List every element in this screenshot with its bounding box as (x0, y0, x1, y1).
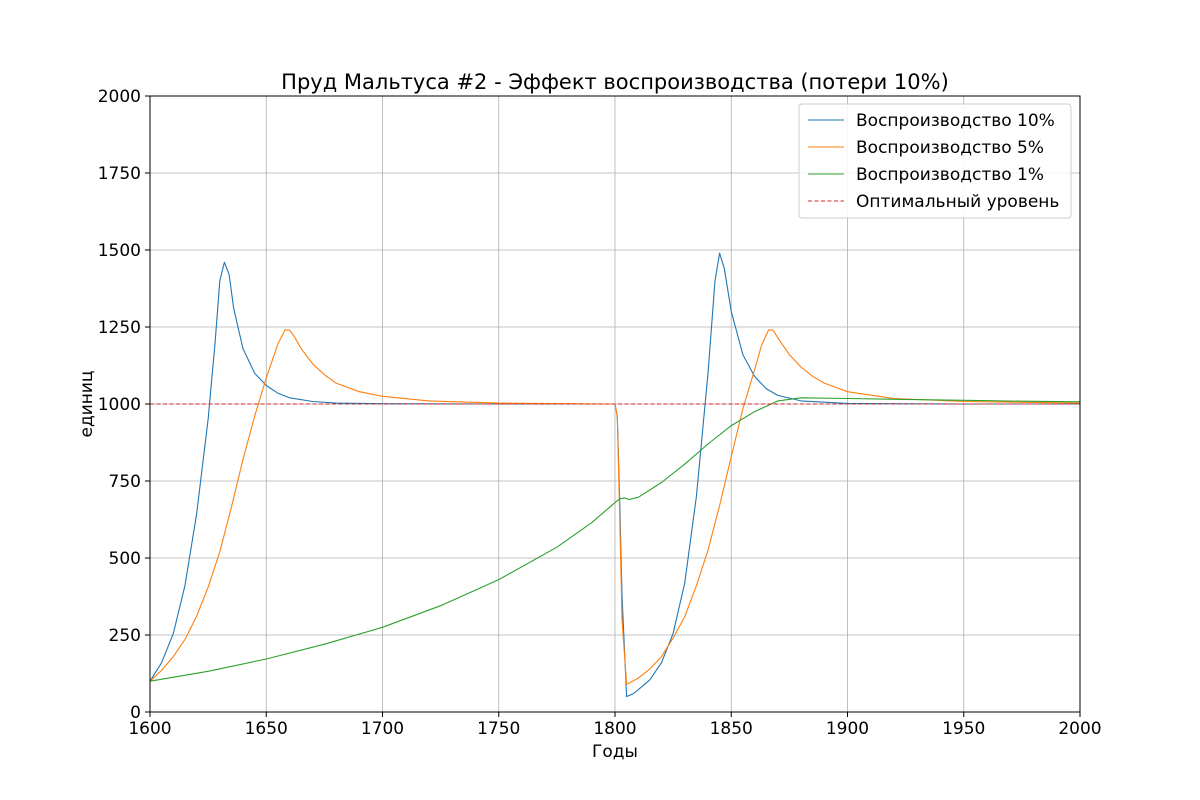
x-tick-label: 1950 (942, 719, 985, 739)
y-tick-label: 1500 (98, 241, 141, 261)
series-line-2 (149, 329, 1081, 685)
y-tick-label: 1000 (98, 395, 141, 415)
x-tick-label: 1600 (128, 719, 171, 739)
legend-box (798, 103, 1072, 219)
legend-label: Воспроизводство 5% (856, 138, 1044, 158)
chart-title: Пруд Мальтуса #2 - Эффект воспроизводств… (281, 70, 949, 94)
x-tick-label: 1900 (826, 719, 869, 739)
x-tick-label: 1650 (245, 719, 288, 739)
legend-label: Оптимальный уровень (856, 192, 1059, 212)
x-tick-label: 2000 (1058, 719, 1101, 739)
y-tick-label: 250 (109, 626, 141, 646)
legend-label: Воспроизводство 1% (856, 165, 1044, 185)
x-axis-label: Годы (592, 742, 638, 762)
legend: Воспроизводство 10% Воспроизводство 5% Вос… (798, 103, 1072, 219)
y-tick-label: 1750 (98, 164, 141, 184)
y-tick-label: 500 (109, 549, 141, 569)
x-tick-label: 1750 (477, 719, 520, 739)
y-tick-label: 2000 (98, 87, 141, 107)
series-layer (149, 252, 1081, 698)
y-axis: 0 250 500 750 1000 1250 1500 1750 2000 (98, 87, 150, 723)
x-axis: 1600 1650 1700 1750 1800 1850 1900 1950 2000 (128, 712, 1102, 739)
y-axis-label: единиц (77, 371, 97, 438)
y-tick-label: 1250 (98, 318, 141, 338)
y-tick-label: 0 (130, 703, 141, 723)
x-tick-label: 1700 (361, 719, 404, 739)
x-tick-label: 1800 (593, 719, 636, 739)
legend-label: Воспроизводство 10% (856, 111, 1055, 131)
y-tick-label: 750 (109, 472, 141, 492)
x-tick-label: 1850 (710, 719, 753, 739)
series-line-3 (149, 397, 1081, 682)
